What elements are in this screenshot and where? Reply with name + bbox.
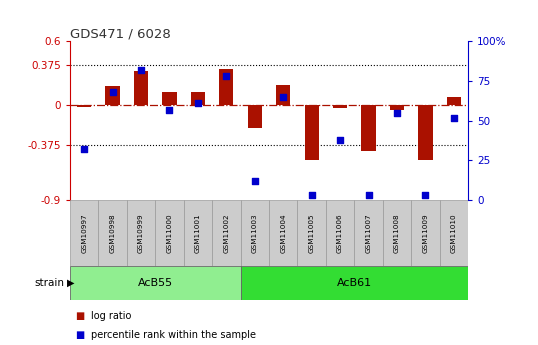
- Text: percentile rank within the sample: percentile rank within the sample: [91, 330, 257, 339]
- Bar: [98, 200, 127, 266]
- Text: GSM11009: GSM11009: [422, 213, 428, 253]
- Point: [421, 193, 430, 198]
- Point: [251, 178, 259, 184]
- Point: [393, 110, 401, 116]
- Text: GSM11002: GSM11002: [223, 213, 229, 253]
- Point: [137, 67, 145, 73]
- Bar: [440, 200, 468, 266]
- Bar: [127, 200, 155, 266]
- Point: [450, 115, 458, 120]
- Bar: [240, 266, 468, 300]
- Bar: [269, 200, 298, 266]
- Text: GSM11000: GSM11000: [166, 213, 173, 253]
- Bar: [70, 200, 98, 266]
- Bar: [383, 200, 411, 266]
- Text: log ratio: log ratio: [91, 311, 132, 321]
- Bar: [240, 200, 269, 266]
- Text: GSM11007: GSM11007: [365, 213, 372, 253]
- Bar: [276, 85, 291, 105]
- Text: GSM11010: GSM11010: [451, 213, 457, 253]
- Text: GSM11008: GSM11008: [394, 213, 400, 253]
- Point: [108, 89, 117, 95]
- Bar: [298, 200, 326, 266]
- Text: GSM11006: GSM11006: [337, 213, 343, 253]
- Bar: [362, 105, 376, 151]
- Bar: [247, 105, 262, 128]
- Point: [364, 193, 373, 198]
- Bar: [70, 266, 240, 300]
- Point: [80, 147, 88, 152]
- Point: [279, 94, 287, 100]
- Text: GSM10997: GSM10997: [81, 213, 87, 253]
- Text: strain: strain: [34, 278, 65, 288]
- Point: [307, 193, 316, 198]
- Text: GSM11003: GSM11003: [252, 213, 258, 253]
- Bar: [418, 105, 433, 160]
- Bar: [355, 200, 383, 266]
- Text: GSM10999: GSM10999: [138, 213, 144, 253]
- Point: [336, 137, 344, 142]
- Bar: [333, 105, 347, 108]
- Bar: [305, 105, 318, 160]
- Point: [222, 73, 231, 79]
- Bar: [162, 92, 176, 105]
- Bar: [191, 92, 205, 105]
- Point: [165, 107, 174, 112]
- Text: AcB55: AcB55: [138, 278, 173, 288]
- Text: AcB61: AcB61: [337, 278, 372, 288]
- Bar: [212, 200, 240, 266]
- Bar: [183, 200, 212, 266]
- Bar: [411, 200, 440, 266]
- Bar: [155, 200, 183, 266]
- Text: ▶: ▶: [67, 278, 75, 288]
- Bar: [390, 105, 404, 110]
- Bar: [134, 71, 148, 105]
- Text: GSM11001: GSM11001: [195, 213, 201, 253]
- Bar: [326, 200, 355, 266]
- Bar: [447, 98, 461, 105]
- Bar: [105, 86, 119, 105]
- Text: GDS471 / 6028: GDS471 / 6028: [70, 27, 171, 40]
- Point: [194, 100, 202, 106]
- Text: ■: ■: [75, 330, 84, 339]
- Text: GSM11005: GSM11005: [309, 213, 315, 253]
- Text: ■: ■: [75, 311, 84, 321]
- Text: GSM10998: GSM10998: [110, 213, 116, 253]
- Bar: [77, 105, 91, 107]
- Bar: [220, 69, 233, 105]
- Text: GSM11004: GSM11004: [280, 213, 286, 253]
